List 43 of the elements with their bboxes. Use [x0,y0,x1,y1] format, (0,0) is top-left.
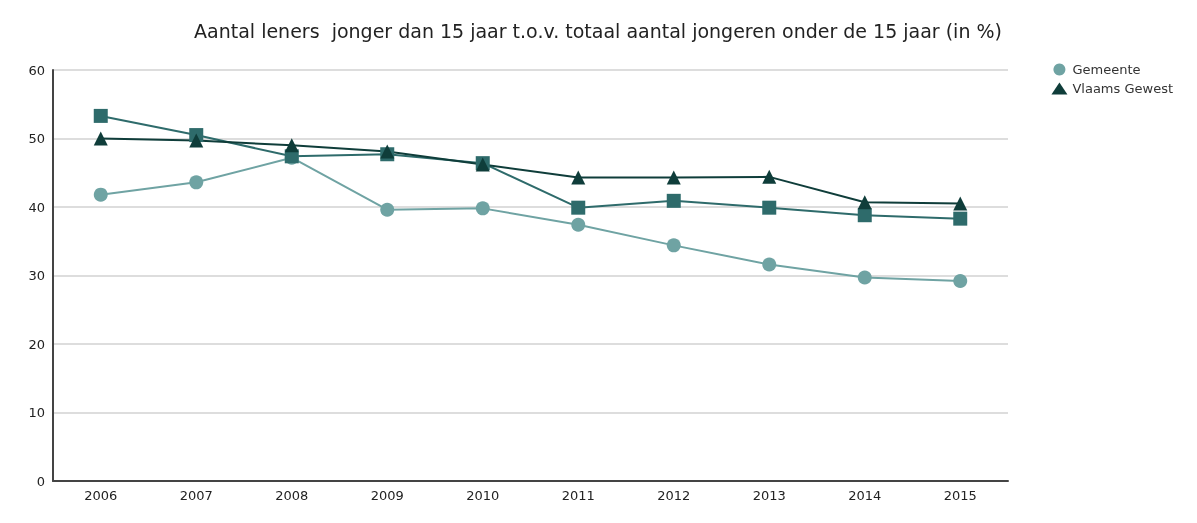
point [571,200,586,215]
point [953,196,968,211]
y-tick-label: 10 [28,405,45,420]
point [666,170,681,185]
x-tick-label: 2006 [84,488,118,503]
point [953,211,968,226]
point [953,273,968,288]
point [189,133,204,148]
point [762,257,777,272]
point [571,217,586,232]
y-tick-label: 30 [28,268,45,283]
x-tick-label: 2012 [657,488,691,503]
point [93,187,108,202]
y-tick-label: 20 [28,336,45,352]
point [571,170,586,185]
x-tick-label: 2009 [370,488,404,503]
x-tick-label: 2014 [848,488,882,503]
point [762,169,777,184]
point [666,238,681,253]
y-tick-label: 0 [36,473,45,489]
chart-title: Aantal leners jonger dan 15 jaar t.o.v. totaal aantal jongeren onder de 15 jaar (in %) [194,19,1002,42]
point [666,193,681,208]
x-tick-label: 2007 [179,488,213,503]
point [284,138,299,153]
point [93,108,108,123]
point [857,208,872,223]
point [189,175,204,190]
point [93,131,108,146]
point [857,195,872,210]
point [475,201,490,216]
legend-label: Vlaams Gewest [1072,81,1174,96]
x-tick-label: 2015 [943,488,977,503]
x-tick-label: 2010 [466,488,500,503]
legend-label: Gemeente [1072,62,1141,77]
point [380,202,395,217]
y-tick-label: 40 [28,199,45,215]
point [857,270,872,285]
y-tick-label: 50 [28,131,45,146]
point [762,200,777,215]
y-tick-label: 60 [28,62,45,78]
x-tick-label: 2008 [275,488,309,503]
x-tick-label: 2011 [561,488,595,503]
x-tick-label: 2013 [752,488,786,503]
